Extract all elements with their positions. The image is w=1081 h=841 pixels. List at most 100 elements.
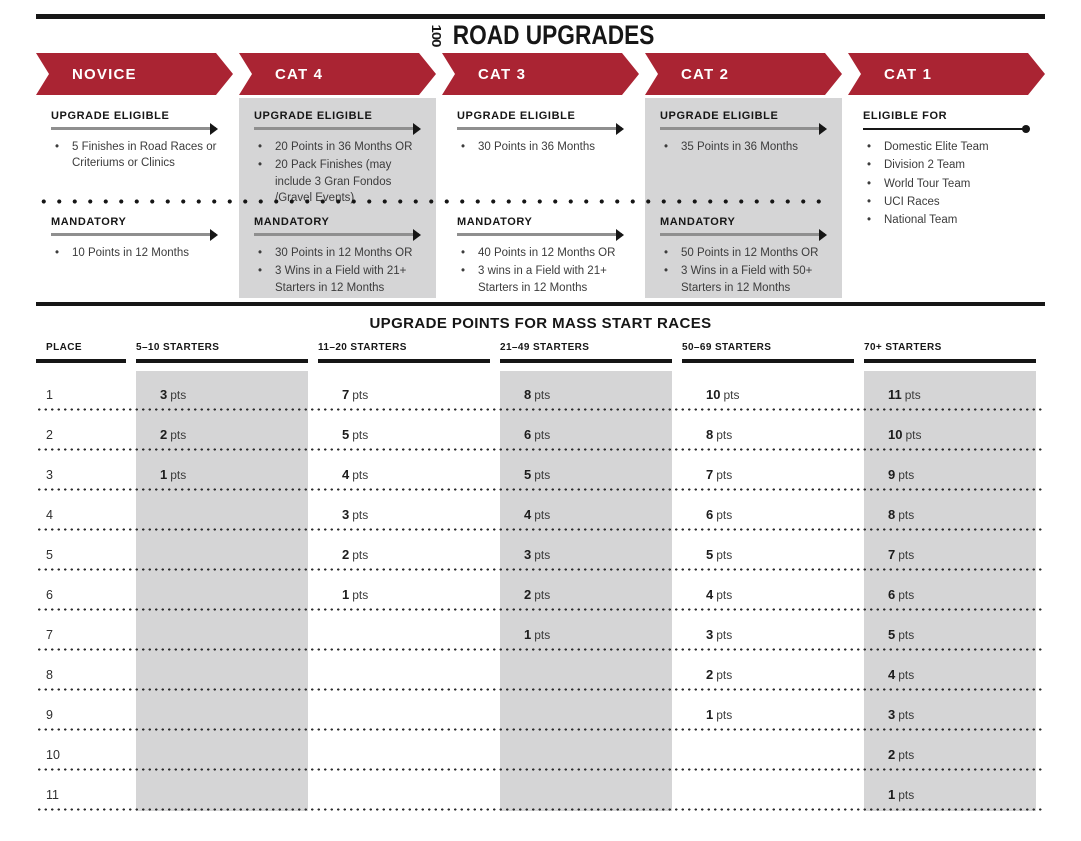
- header-underline: [864, 359, 1036, 363]
- arrow-right-icon: [457, 122, 624, 135]
- eligible-label: UPGRADE ELIGIBLE: [51, 110, 170, 122]
- header-underline: [682, 359, 854, 363]
- eligible-list: 35 Points in 36 Months: [660, 139, 827, 156]
- eligible-list: Domestic Elite TeamDivision 2 Team World …: [863, 139, 1030, 229]
- points-cell: 4 pts: [342, 467, 369, 482]
- mandatory-block: MANDATORY 40 Points in 12 Months OR3 win…: [457, 216, 624, 298]
- arrow-right-icon: [254, 122, 421, 135]
- header-underline: [136, 359, 308, 363]
- place-cell: 8: [46, 668, 53, 682]
- points-cell: 7 pts: [888, 547, 915, 562]
- bullet-item: National Team: [863, 212, 1030, 229]
- mandatory-block: MANDATORY 50 Points in 12 Months OR3 Win…: [660, 216, 827, 298]
- table-row: 7 1 pts 3 pts 5 pts: [36, 611, 1045, 651]
- eligible-list: 5 Finishes in Road Races or Criteriums o…: [51, 139, 218, 172]
- points-cell: 3 pts: [160, 387, 187, 402]
- points-cell: 6 pts: [888, 587, 915, 602]
- mandatory-list: 30 Points in 12 Months OR3 Wins in a Fie…: [254, 245, 421, 296]
- table-row: 8 2 pts 4 pts: [36, 651, 1045, 691]
- table-row: 10 2 pts: [36, 731, 1045, 771]
- points-cell: 2 pts: [524, 587, 551, 602]
- points-cell: 7 pts: [706, 467, 733, 482]
- table-row: 5 2 pts 3 pts 5 pts 7 pts: [36, 531, 1045, 571]
- points-cell: [136, 522, 318, 531]
- mandatory-block: MANDATORY 30 Points in 12 Months OR3 Win…: [254, 216, 421, 298]
- points-cell: 10 pts: [888, 427, 922, 442]
- eligible-label: UPGRADE ELIGIBLE: [660, 110, 779, 122]
- bullet-item: 20 Points in 36 Months OR: [254, 139, 421, 156]
- column-cat4: UPGRADE ELIGIBLE 20 Points in 36 Months …: [239, 98, 436, 298]
- top-rule: [36, 14, 1045, 19]
- bullet-item: 3 Wins in a Field with 21+ Starters in 1…: [254, 263, 421, 296]
- header-underline: [500, 359, 672, 363]
- points-cell: 1 pts: [706, 707, 733, 722]
- eligible-list: 30 Points in 36 Months: [457, 139, 624, 156]
- place-cell: 6: [46, 588, 53, 602]
- place-cell: 3: [46, 468, 53, 482]
- points-cell: 4 pts: [706, 587, 733, 602]
- header-70-plus-starters: 70+ STARTERS: [864, 342, 1045, 363]
- points-cell: [318, 802, 500, 811]
- points-cell: [136, 682, 318, 691]
- content: 100 ROAD UPGRADES NOVICE CAT 4 CAT 3 CAT…: [36, 0, 1045, 811]
- points-cell: 1 pts: [524, 627, 551, 642]
- arrow-right-icon: [660, 122, 827, 135]
- arrow-right-icon: [51, 122, 218, 135]
- points-cell: 3 pts: [706, 627, 733, 642]
- mandatory-block: MANDATORY 10 Points in 12 Months: [51, 216, 218, 263]
- table-row: 3 1 pts 4 pts 5 pts 7 pts 9 pts: [36, 451, 1045, 491]
- points-cell: 6 pts: [524, 427, 551, 442]
- points-cell: 4 pts: [524, 507, 551, 522]
- banner-cat1: CAT 1: [848, 53, 1045, 95]
- bullet-item: 30 Points in 12 Months OR: [254, 245, 421, 262]
- eligible-block: UPGRADE ELIGIBLE 20 Points in 36 Months …: [254, 110, 421, 206]
- bullet-item: Domestic Elite Team: [863, 139, 1030, 156]
- shaded-band: [500, 371, 672, 811]
- column-cat2: UPGRADE ELIGIBLE 35 Points in 36 Months …: [645, 98, 842, 298]
- bullet-item: 5 Finishes in Road Races or Criteriums o…: [51, 139, 218, 172]
- points-cell: 6 pts: [706, 507, 733, 522]
- mandatory-label: MANDATORY: [254, 216, 330, 228]
- bullet-item: World Tour Team: [863, 176, 1030, 193]
- category-banners: NOVICE CAT 4 CAT 3 CAT 2 CAT 1: [36, 53, 1045, 95]
- points-cell: [318, 642, 500, 651]
- mandatory-list: 10 Points in 12 Months: [51, 245, 218, 262]
- banner-novice: NOVICE: [36, 53, 233, 95]
- points-cell: [500, 762, 682, 771]
- eligible-block: UPGRADE ELIGIBLE 30 Points in 36 Months: [457, 110, 624, 156]
- place-cell: 7: [46, 628, 53, 642]
- points-cell: 8 pts: [888, 507, 915, 522]
- points-cell: 8 pts: [706, 427, 733, 442]
- points-cell: [136, 802, 318, 811]
- eligible-label: UPGRADE ELIGIBLE: [254, 110, 373, 122]
- bullet-item: 3 wins in a Field with 21+ Starters in 1…: [457, 263, 624, 296]
- header-place: PLACE: [36, 342, 136, 363]
- points-cell: 5 pts: [888, 627, 915, 642]
- table-row: 2 2 pts 5 pts 6 pts 8 pts 10 pts: [36, 411, 1045, 451]
- header-21-49-starters: 21–49 STARTERS: [500, 342, 682, 363]
- points-cell: 5 pts: [706, 547, 733, 562]
- points-cell: [500, 722, 682, 731]
- points-cell: [500, 682, 682, 691]
- points-cell: [136, 722, 318, 731]
- points-cell: 5 pts: [524, 467, 551, 482]
- mandatory-label: MANDATORY: [51, 216, 127, 228]
- points-cell: [136, 602, 318, 611]
- masthead-inner: 100 ROAD UPGRADES: [427, 20, 655, 51]
- points-cell: 3 pts: [524, 547, 551, 562]
- points-cell: 5 pts: [342, 427, 369, 442]
- points-cell: [318, 722, 500, 731]
- bullet-item: 35 Points in 36 Months: [660, 139, 827, 156]
- bullet-item: 40 Points in 12 Months OR: [457, 245, 624, 262]
- eligible-label: ELIGIBLE FOR: [863, 110, 948, 122]
- points-cell: [682, 762, 864, 771]
- place-cell: 10: [46, 748, 60, 762]
- mandatory-label: MANDATORY: [660, 216, 736, 228]
- points-cell: [136, 562, 318, 571]
- eligible-block: UPGRADE ELIGIBLE 35 Points in 36 Months: [660, 110, 827, 156]
- header-5-10-starters: 5–10 STARTERS: [136, 342, 318, 363]
- mandatory-list: 50 Points in 12 Months OR3 Wins in a Fie…: [660, 245, 827, 296]
- masthead: 100 ROAD UPGRADES: [36, 19, 1045, 51]
- points-rows: 1 3 pts 7 pts 8 pts 10 pts 11 pts 2 2 pts 5 pts 6 pts 8 pts…: [36, 371, 1045, 811]
